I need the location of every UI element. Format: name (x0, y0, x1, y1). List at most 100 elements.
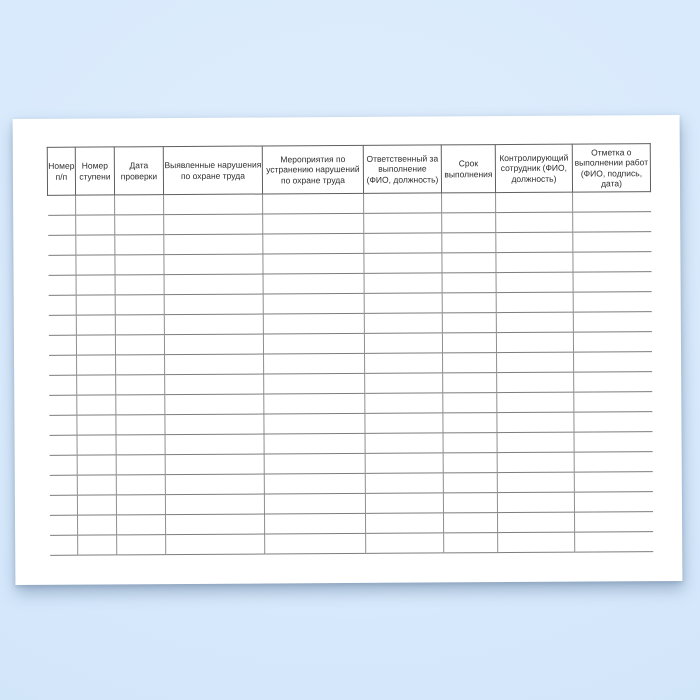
table-cell (76, 274, 116, 296)
table-cell (164, 354, 264, 375)
table-cell (264, 513, 366, 535)
table-cell (442, 272, 497, 293)
column-header: Срок выполнения (441, 144, 496, 193)
table-cell (364, 312, 443, 334)
table-cell (573, 411, 653, 433)
table-cell (264, 473, 366, 495)
table-cell (496, 272, 574, 293)
table-cell (262, 193, 364, 215)
table-cell (495, 192, 573, 213)
table-cell (48, 295, 77, 316)
table-cell (116, 534, 166, 555)
table-cell (116, 434, 166, 455)
table-cell (264, 533, 366, 555)
table-cell (496, 412, 575, 433)
table-cell (574, 431, 653, 453)
table-cell (364, 272, 443, 294)
table-cell (165, 494, 265, 515)
table-cell (442, 292, 497, 313)
table-cell (497, 532, 575, 553)
table-cell (443, 452, 498, 473)
table-cell (77, 474, 117, 496)
table-cell (48, 375, 77, 396)
table-cell (49, 515, 78, 536)
table-cell (364, 372, 443, 394)
table-cell (115, 274, 165, 295)
table-cell (116, 474, 166, 495)
table-cell (262, 213, 364, 235)
table-cell (77, 534, 117, 556)
column-header: Ответственный за выполнение (ФИО, должно… (363, 144, 442, 194)
table-cell (164, 294, 264, 315)
table-cell (263, 413, 366, 435)
table-cell (76, 414, 117, 436)
table-cell (49, 475, 78, 496)
table-cell (574, 511, 653, 533)
table-cell (364, 292, 443, 314)
table-cell (443, 512, 498, 533)
table-cell (495, 212, 573, 233)
table-cell (365, 492, 444, 514)
table-cell (364, 332, 443, 354)
table-cell (49, 535, 78, 556)
table-cell (76, 374, 116, 396)
table-cell (496, 312, 574, 333)
table-cell (365, 432, 444, 454)
table-cell (114, 254, 165, 275)
table-cell (116, 454, 166, 475)
table-cell (164, 334, 264, 355)
table-cell (573, 271, 652, 293)
table-cell (77, 434, 117, 456)
table-cell (75, 234, 115, 256)
table-cell (263, 393, 365, 415)
table-cell (76, 294, 116, 316)
table-cell (497, 432, 575, 453)
table-cell (164, 374, 264, 395)
table-cell (165, 534, 265, 555)
table-cell (364, 412, 444, 434)
table-cell (573, 391, 652, 413)
header-row: Номер п/п Номер ступени Дата проверки Вы… (47, 143, 651, 196)
table-cell (443, 492, 498, 513)
table-cell (364, 392, 443, 414)
table-body (47, 191, 653, 556)
column-header: Номер ступени (75, 146, 115, 196)
table-cell (496, 372, 574, 393)
table-cell (75, 214, 115, 236)
table-cell (115, 294, 165, 315)
table-cell (496, 352, 574, 373)
table-cell (47, 195, 76, 216)
table-cell (49, 455, 78, 476)
table-cell (441, 192, 496, 213)
table-cell (442, 412, 498, 433)
table-cell (115, 394, 165, 415)
table-cell (263, 373, 365, 395)
table-cell (574, 471, 653, 493)
table-cell (48, 335, 77, 356)
table-cell (365, 532, 444, 554)
table-cell (165, 454, 265, 475)
table-cell (442, 392, 497, 413)
table-cell (264, 493, 366, 515)
table-cell (364, 352, 443, 374)
table-row (49, 531, 653, 556)
paper-sheet: Номер п/п Номер ступени Дата проверки Вы… (12, 114, 683, 586)
table-cell (572, 251, 652, 273)
table-cell (441, 252, 497, 273)
table-cell (443, 532, 498, 553)
table-cell (77, 454, 117, 476)
inspection-table: Номер п/п Номер ступени Дата проверки Вы… (47, 143, 653, 556)
table-cell (47, 235, 76, 256)
table-cell (115, 314, 165, 335)
table-cell (572, 191, 651, 213)
table-cell (574, 451, 653, 473)
table-cell (75, 194, 115, 216)
table-cell (363, 212, 442, 234)
column-header: Номер п/п (47, 147, 76, 196)
table-cell (574, 531, 653, 553)
table-cell (164, 394, 264, 415)
table-cell (442, 372, 497, 393)
table-cell (441, 232, 496, 253)
table-cell (77, 514, 117, 536)
